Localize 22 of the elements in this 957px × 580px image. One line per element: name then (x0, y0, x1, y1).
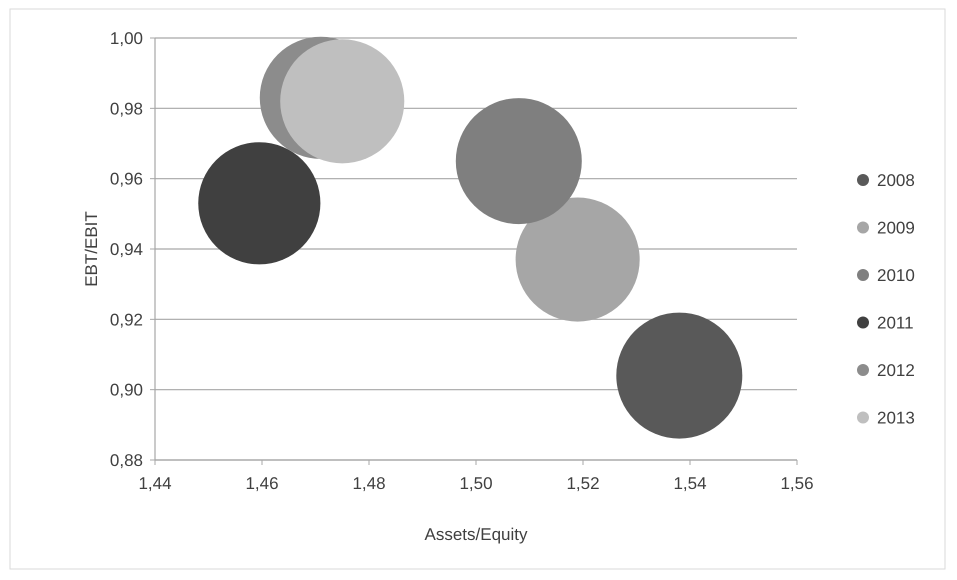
x-tick-label: 1,56 (780, 474, 814, 493)
x-tick-label: 1,46 (245, 474, 279, 493)
legend-label: 2012 (877, 361, 915, 380)
y-tick-label: 0,98 (110, 99, 143, 118)
y-tick-label: 0,88 (110, 451, 143, 470)
y-axis-title: EBT/EBIT (82, 211, 101, 287)
y-tick-label: 0,94 (110, 240, 143, 259)
y-tick-label: 0,92 (110, 310, 143, 330)
x-tick-label: 1,52 (566, 474, 600, 493)
y-tick-label: 1,00 (110, 29, 143, 48)
legend-label: 2010 (877, 266, 915, 285)
legend-label: 2011 (877, 314, 914, 332)
y-tick-label: 0,90 (110, 380, 143, 400)
x-tick-label: 1,50 (459, 474, 493, 493)
legend-label: 2008 (877, 171, 915, 190)
legend-label: 2009 (877, 218, 915, 238)
legend-label: 2013 (877, 408, 915, 428)
y-tick-label: 0,96 (110, 170, 143, 189)
x-tick-label: 1,44 (138, 474, 172, 493)
x-tick-label: 1,48 (352, 474, 386, 493)
x-axis-title: Assets/Equity (424, 525, 528, 544)
x-tick-label: 1,54 (673, 474, 707, 493)
